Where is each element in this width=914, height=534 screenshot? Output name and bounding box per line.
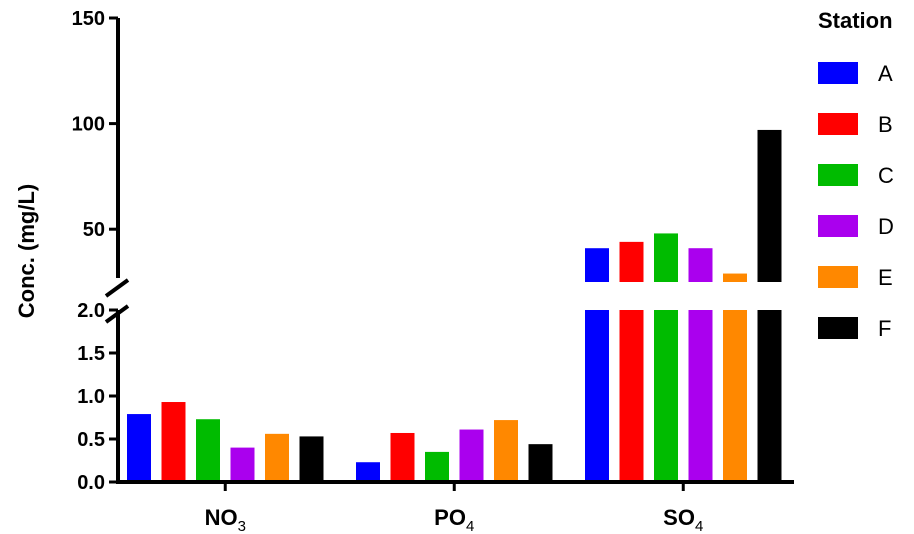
bar-d-2-upper [688, 248, 713, 282]
legend: A B C D E F [818, 61, 894, 341]
bar-e-2-lower [723, 310, 747, 482]
bar-d-1 [459, 429, 484, 482]
category-label: NO3 [205, 505, 246, 534]
bar-b-1 [390, 432, 415, 482]
bar-d-0 [230, 447, 255, 482]
bar-f-1 [528, 444, 553, 482]
y-axis-title: Conc. (mg/L) [14, 184, 39, 318]
bar-c-2-lower [654, 310, 678, 482]
bar-a-0 [127, 414, 151, 482]
bar-b-0 [161, 402, 186, 482]
bar-f-2-lower [757, 310, 782, 482]
y-tick-label-lower: 1.0 [77, 386, 105, 408]
category-label: SO4 [663, 505, 703, 534]
legend-label-e: E [878, 265, 893, 290]
bars-layer [127, 129, 782, 482]
axes-layer [104, 16, 794, 491]
bar-a-1 [356, 462, 380, 482]
bar-e-2-upper [723, 273, 747, 282]
legend-swatch-c [818, 164, 858, 186]
bar-e-0 [265, 433, 289, 482]
legend-label-a: A [878, 61, 893, 86]
y-tick-label-upper: 150 [72, 8, 105, 30]
axis-break-mark-upper [104, 278, 130, 298]
bar-c-1 [425, 451, 449, 482]
bar-a-2-upper [585, 248, 609, 282]
bar-c-2-upper [654, 233, 678, 282]
legend-swatch-b [818, 113, 858, 135]
legend-label-c: C [878, 163, 894, 188]
bar-e-1 [494, 420, 518, 482]
category-label: PO4 [434, 505, 474, 534]
legend-label-d: D [878, 214, 894, 239]
y-tick-label-lower: 0.0 [77, 472, 105, 494]
bar-b-2-lower [619, 310, 644, 482]
y-tick-label-upper: 50 [83, 219, 105, 241]
labels-layer: 0.0 0.5 1.0 1.5 2.0 50 100 150 NO3 PO4 SO4 [72, 8, 704, 534]
y-tick-label-upper: 100 [72, 114, 105, 136]
legend-label-f: F [878, 316, 891, 341]
y-tick-label-lower: 0.5 [77, 429, 105, 451]
bar-a-2-lower [585, 310, 609, 482]
axis-break-mark-lower [104, 304, 130, 324]
bar-b-2-upper [619, 241, 644, 282]
bar-f-0 [299, 436, 324, 482]
bar-f-2-upper [757, 129, 782, 282]
bar-c-0 [196, 419, 220, 482]
legend-label-b: B [878, 112, 893, 137]
legend-swatch-e [818, 266, 858, 288]
legend-swatch-d [818, 215, 858, 237]
legend-swatch-f [818, 317, 858, 339]
legend-title: Station [818, 8, 893, 33]
y-tick-label-lower: 1.5 [77, 343, 105, 365]
legend-swatch-a [818, 62, 858, 84]
y-tick-label-lower: 2.0 [77, 300, 105, 322]
bar-d-2-lower [688, 310, 713, 482]
